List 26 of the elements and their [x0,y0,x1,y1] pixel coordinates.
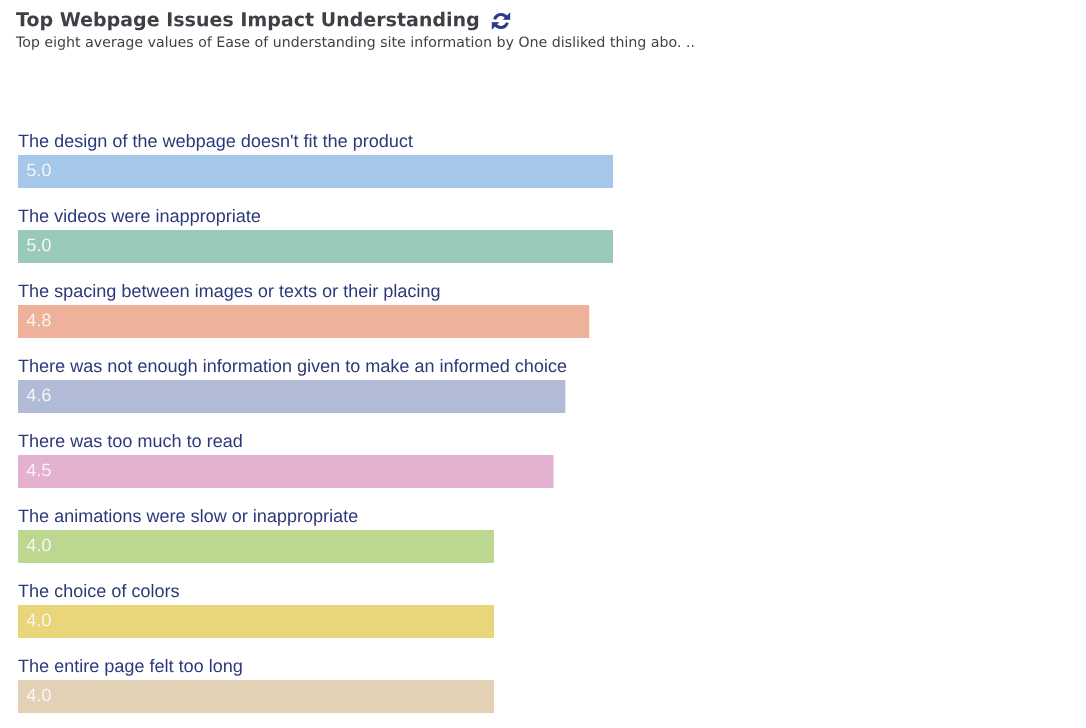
data-label: 4.8 [26,313,51,327]
bar [18,154,613,188]
data-label: 4.0 [26,538,51,552]
chart-subtitle: Top eight average values of Ease of understanding site information by One disliked thing abo. .. [15,36,694,50]
bar [18,680,494,713]
data-label: 5.0 [27,238,51,252]
data-label: 4.5 [26,463,51,477]
bar [18,229,613,263]
data-label: 4.0 [26,688,51,702]
y-tick-label: The design of the webpage doesn't fit the product [18,133,413,151]
data-label: 5.0 [27,163,51,177]
y-tick-label: The entire page felt too long [18,659,242,676]
chart-title: Top Webpage Issues Impact Understanding [16,11,479,31]
y-tick-label: There was too much to read [18,433,242,448]
y-tick-label: The spacing between images or texts or their placing [18,283,440,301]
bar [18,454,554,488]
bar [18,529,494,563]
bar [18,304,590,338]
bar [18,379,566,413]
y-tick-label: The choice of colors [18,584,179,598]
y-tick-label: The animations were slow or inappropriate [18,508,358,526]
bar [18,605,494,638]
data-label: 4.0 [26,613,51,627]
y-tick-label: The videos were inappropriate [18,208,261,226]
data-label: 4.6 [26,388,51,402]
y-tick-label: There was not enough information given to make an informed choice [18,358,567,376]
